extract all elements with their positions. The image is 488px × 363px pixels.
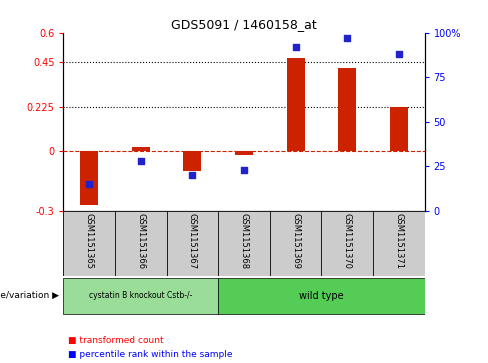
Text: ■ percentile rank within the sample: ■ percentile rank within the sample (68, 350, 233, 359)
Bar (338, 68, 356, 151)
Point (240, 167, 248, 172)
Bar (286, 58, 305, 151)
Point (137, 158, 145, 164)
Bar (218, 278, 425, 314)
Bar (183, 151, 202, 171)
Text: GSM1151367: GSM1151367 (188, 212, 197, 269)
Text: cystatin B knockout Cstb-/-: cystatin B knockout Cstb-/- (89, 291, 192, 300)
Point (188, 172, 196, 178)
Point (292, 44, 300, 50)
Text: GSM1151368: GSM1151368 (240, 212, 248, 269)
Bar (132, 147, 150, 151)
Text: GSM1151365: GSM1151365 (85, 212, 94, 269)
Text: ■ transformed count: ■ transformed count (68, 336, 164, 345)
Bar (63, 278, 218, 314)
Text: GSM1151369: GSM1151369 (291, 212, 300, 269)
Text: GSM1151370: GSM1151370 (343, 212, 352, 269)
Text: wild type: wild type (299, 291, 344, 301)
Point (395, 51, 403, 57)
Point (85, 181, 93, 187)
Title: GDS5091 / 1460158_at: GDS5091 / 1460158_at (171, 19, 317, 32)
Text: GSM1151366: GSM1151366 (136, 212, 145, 269)
Point (343, 35, 351, 41)
Bar (390, 107, 408, 151)
Text: GSM1151371: GSM1151371 (394, 212, 403, 269)
Bar (235, 151, 253, 155)
Bar (80, 151, 98, 205)
Text: genotype/variation ▶: genotype/variation ▶ (0, 291, 59, 300)
